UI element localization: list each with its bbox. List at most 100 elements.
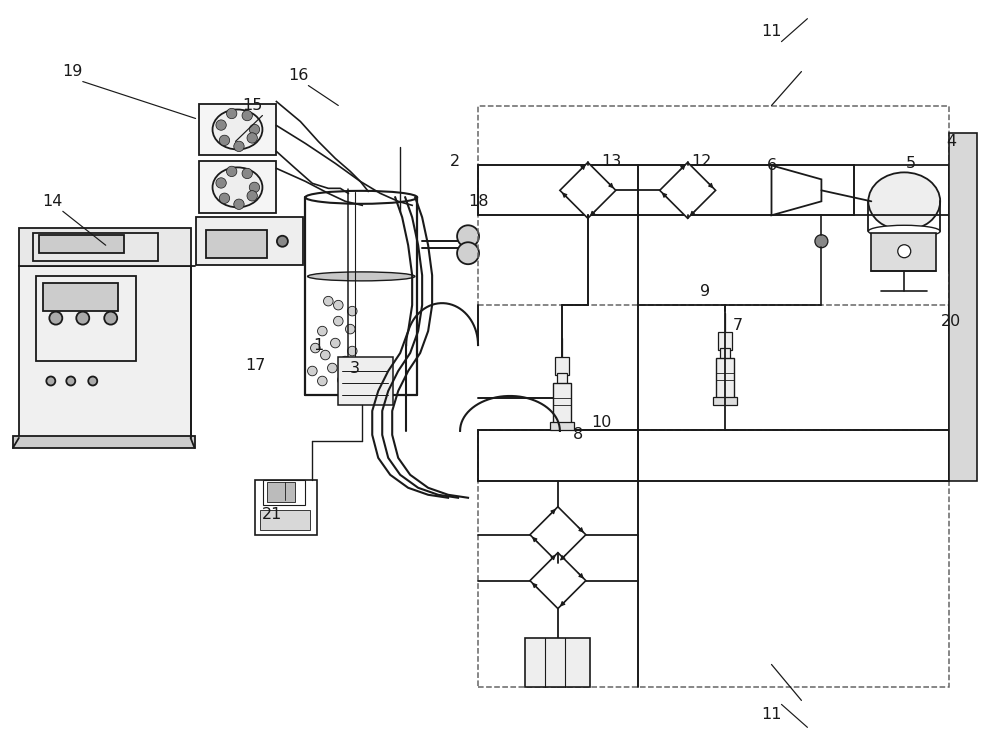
Bar — [19, 228, 191, 267]
Circle shape — [104, 312, 117, 325]
Text: 12: 12 — [691, 154, 712, 169]
Circle shape — [49, 312, 62, 325]
Circle shape — [277, 236, 288, 247]
Text: 17: 17 — [245, 358, 266, 373]
Circle shape — [321, 350, 330, 360]
Circle shape — [249, 182, 260, 193]
Circle shape — [46, 376, 55, 386]
Bar — [716, 358, 734, 400]
Text: 7: 7 — [732, 318, 743, 333]
Polygon shape — [530, 553, 586, 608]
Circle shape — [340, 356, 350, 366]
Circle shape — [331, 338, 340, 348]
Bar — [525, 638, 590, 687]
Circle shape — [242, 111, 252, 120]
Circle shape — [226, 108, 237, 119]
Text: 11: 11 — [761, 24, 782, 39]
Circle shape — [347, 346, 357, 356]
Ellipse shape — [308, 272, 415, 281]
Circle shape — [334, 300, 343, 310]
Circle shape — [898, 245, 911, 258]
Circle shape — [328, 363, 337, 373]
Ellipse shape — [213, 167, 262, 207]
Circle shape — [234, 199, 244, 209]
Circle shape — [334, 316, 343, 326]
Circle shape — [815, 235, 828, 248]
Bar — [39, 235, 124, 253]
Circle shape — [247, 191, 257, 201]
Ellipse shape — [868, 172, 940, 230]
Text: 18: 18 — [468, 194, 488, 209]
Bar — [43, 283, 118, 311]
Text: 19: 19 — [63, 64, 83, 79]
Bar — [36, 276, 136, 361]
Bar — [871, 233, 936, 271]
Ellipse shape — [868, 225, 940, 237]
Circle shape — [216, 178, 226, 188]
Bar — [206, 230, 267, 258]
Circle shape — [324, 297, 333, 306]
Text: 5: 5 — [906, 156, 916, 171]
Text: 20: 20 — [941, 313, 961, 328]
Circle shape — [234, 141, 244, 151]
Text: 9: 9 — [700, 284, 710, 299]
Polygon shape — [660, 163, 716, 218]
Text: 3: 3 — [350, 361, 360, 376]
Circle shape — [66, 376, 75, 386]
Text: 14: 14 — [43, 194, 63, 209]
Polygon shape — [530, 507, 586, 562]
Text: 15: 15 — [242, 98, 263, 113]
Ellipse shape — [305, 191, 417, 204]
Text: 10: 10 — [592, 416, 612, 431]
Polygon shape — [771, 166, 821, 215]
Text: 4: 4 — [946, 134, 956, 149]
Bar — [338, 357, 393, 405]
Circle shape — [226, 166, 237, 177]
Circle shape — [88, 376, 97, 386]
Circle shape — [457, 225, 479, 247]
Circle shape — [216, 120, 226, 130]
Circle shape — [308, 366, 317, 376]
Bar — [553, 383, 571, 425]
Circle shape — [249, 124, 260, 135]
Text: 2: 2 — [450, 154, 460, 169]
Bar — [19, 267, 191, 438]
Circle shape — [242, 168, 252, 178]
Bar — [550, 422, 574, 430]
Text: 1: 1 — [313, 337, 323, 352]
Bar — [713, 397, 737, 405]
Circle shape — [219, 193, 230, 203]
Bar — [557, 373, 567, 385]
Text: 6: 6 — [766, 158, 777, 173]
Bar — [199, 161, 276, 213]
Bar — [199, 103, 276, 155]
Bar — [720, 348, 730, 360]
Bar — [263, 480, 305, 505]
Circle shape — [347, 306, 357, 316]
Bar — [13, 436, 195, 448]
Circle shape — [318, 326, 327, 336]
Bar — [555, 357, 569, 375]
Bar — [260, 510, 310, 529]
Bar — [478, 430, 949, 687]
Ellipse shape — [213, 109, 262, 149]
Circle shape — [219, 136, 230, 145]
Text: 8: 8 — [573, 428, 583, 443]
Text: 21: 21 — [262, 508, 283, 523]
Circle shape — [457, 242, 479, 264]
Bar — [196, 218, 303, 265]
Text: 16: 16 — [288, 68, 309, 83]
Text: 11: 11 — [761, 707, 782, 722]
Circle shape — [76, 312, 89, 325]
Circle shape — [345, 325, 355, 334]
Circle shape — [318, 376, 327, 386]
Bar — [255, 480, 317, 535]
Circle shape — [338, 375, 347, 385]
Bar — [949, 133, 977, 481]
Text: 13: 13 — [602, 154, 622, 169]
Bar — [478, 105, 949, 305]
Circle shape — [311, 343, 320, 353]
Polygon shape — [560, 163, 616, 218]
Bar — [718, 332, 732, 350]
Circle shape — [247, 133, 257, 143]
